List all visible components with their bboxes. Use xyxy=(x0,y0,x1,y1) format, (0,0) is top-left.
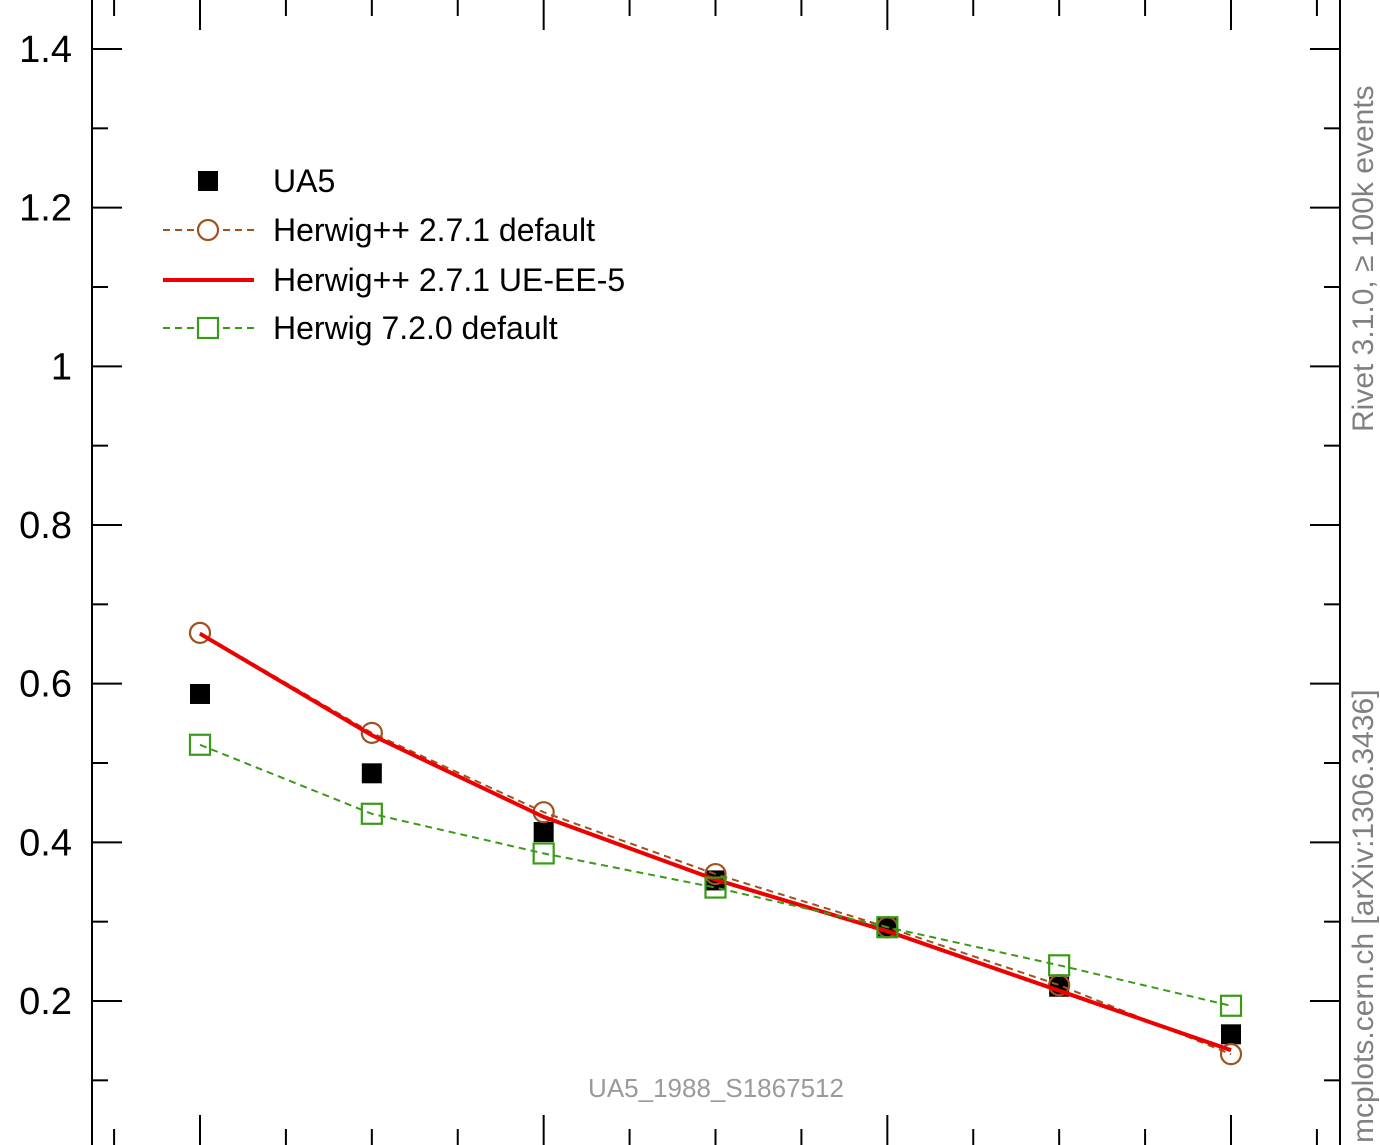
legend-label: Herwig++ 2.7.1 default xyxy=(273,212,595,248)
legend-marker xyxy=(196,316,220,340)
data-point-marker xyxy=(704,876,727,899)
data-point-marker xyxy=(1219,994,1243,1017)
data-point-marker xyxy=(190,683,210,704)
axis-ticks xyxy=(92,0,1340,1145)
legend-label: Herwig++ 2.7.1 UE-EE-5 xyxy=(273,262,625,298)
y-axis-tick-labels: 0.2 0.4 0.6 0.8 1 1.2 1.4 xyxy=(19,29,72,1023)
data-point-marker xyxy=(1219,1043,1243,1066)
data-point-marker xyxy=(533,822,554,843)
legend: UA5 Herwig++ 2.7.1 default Herwig++ 2.7.1 … xyxy=(163,163,625,346)
data-point-marker xyxy=(1048,954,1071,977)
legend-marker xyxy=(198,171,218,191)
y-tick-label: 1.4 xyxy=(19,29,72,71)
rivet-version-label: Rivet 3.1.0, ≥ 100k events xyxy=(1347,85,1380,432)
data-point-marker xyxy=(1221,1024,1241,1045)
data-point-marker xyxy=(361,763,382,784)
data-point-marker xyxy=(876,916,899,939)
data-point-marker xyxy=(360,721,383,744)
y-tick-label: 0.8 xyxy=(19,505,72,547)
series-line xyxy=(199,743,1232,1007)
y-tick-label: 1 xyxy=(51,346,72,388)
y-tick-label: 0.6 xyxy=(19,664,72,706)
mcplots-label: mcplots.cern.ch [arXiv:1306.3436] xyxy=(1347,689,1380,1143)
series-layer xyxy=(188,621,1243,1066)
legend-label: Herwig 7.2.0 default xyxy=(273,310,558,346)
y-tick-label: 0.4 xyxy=(19,822,72,864)
data-point-marker xyxy=(188,621,212,644)
y-tick-label: 0.2 xyxy=(19,981,72,1023)
series-line xyxy=(199,632,1232,1056)
legend-marker xyxy=(196,218,220,242)
data-point-marker xyxy=(532,842,555,865)
y-tick-label: 1.2 xyxy=(19,188,72,230)
series-line xyxy=(198,631,1232,1053)
analysis-id-watermark: UA5_1988_S1867512 xyxy=(588,1073,844,1103)
legend-label: UA5 xyxy=(273,163,335,199)
data-point-marker xyxy=(360,802,383,825)
data-point-marker xyxy=(188,733,212,756)
